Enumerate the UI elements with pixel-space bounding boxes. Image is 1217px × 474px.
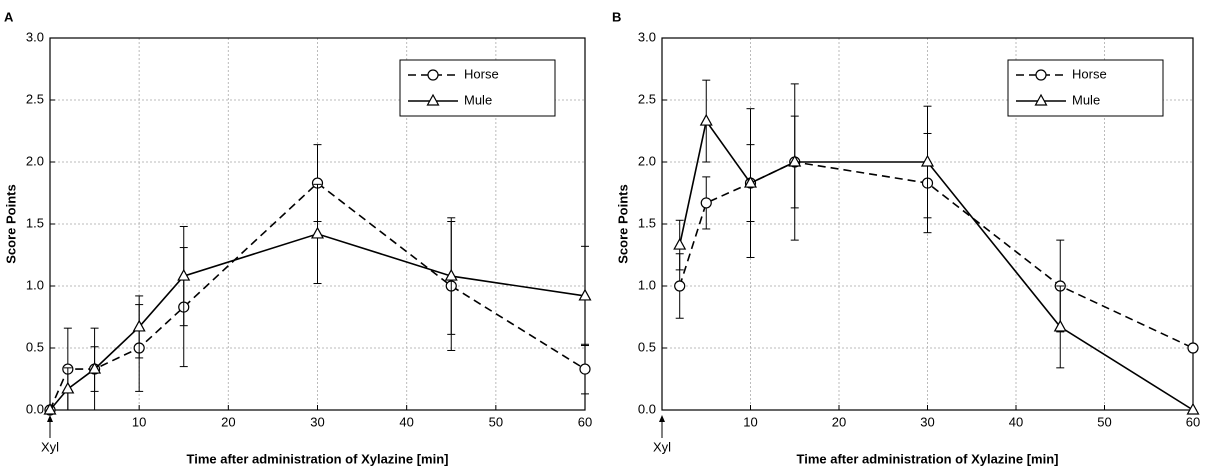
y-tick-label: 1.5 xyxy=(26,215,44,230)
y-tick-label: 0.5 xyxy=(26,339,44,354)
marker xyxy=(1034,93,1048,106)
y-tick-label: 3.0 xyxy=(638,29,656,44)
marker xyxy=(699,113,713,126)
marker xyxy=(1035,69,1047,81)
y-tick-label: 1.5 xyxy=(638,215,656,230)
marker xyxy=(578,288,592,301)
x-tick-label: 20 xyxy=(221,414,235,429)
marker xyxy=(43,402,57,415)
legend-label: Mule xyxy=(1072,92,1100,107)
legend-label: Horse xyxy=(464,66,499,81)
y-tick-label: 2.5 xyxy=(638,91,656,106)
annotation-arrowhead xyxy=(659,415,665,422)
y-tick-label: 1.0 xyxy=(638,277,656,292)
y-tick-label: 2.0 xyxy=(638,153,656,168)
legend-box xyxy=(1007,59,1164,117)
x-tick-label: 60 xyxy=(1186,414,1200,429)
series-line xyxy=(49,182,586,411)
legend-box xyxy=(399,59,556,117)
legend-label: Mule xyxy=(464,92,492,107)
panel-label: B xyxy=(612,9,621,24)
marker xyxy=(788,154,802,167)
annotation: Xyl xyxy=(41,439,59,454)
marker xyxy=(1187,342,1199,354)
y-tick-label: 0.0 xyxy=(26,401,44,416)
y-tick-label: 0.0 xyxy=(638,401,656,416)
y-tick-label: 2.0 xyxy=(26,153,44,168)
x-tick-label: 30 xyxy=(310,414,324,429)
marker xyxy=(673,237,687,250)
marker xyxy=(579,363,591,375)
legend-label: Horse xyxy=(1072,66,1107,81)
panel-label: A xyxy=(4,9,14,24)
marker xyxy=(177,268,191,281)
x-tick-label: 60 xyxy=(578,414,592,429)
x-tick-label: 10 xyxy=(743,414,757,429)
y-tick-label: 0.5 xyxy=(638,339,656,354)
plot-frame xyxy=(661,37,1194,411)
marker xyxy=(920,154,935,167)
x-tick-label: 30 xyxy=(920,414,934,429)
x-axis-label: Time after administration of Xylazine [m… xyxy=(797,451,1059,466)
y-axis-label: Score Points xyxy=(615,184,630,263)
x-tick-label: 20 xyxy=(832,414,846,429)
marker xyxy=(743,175,758,188)
plot-frame xyxy=(49,37,586,411)
x-axis-label: Time after administration of Xylazine [m… xyxy=(187,451,449,466)
marker xyxy=(427,69,439,81)
marker xyxy=(426,93,440,106)
marker xyxy=(132,319,146,332)
y-tick-label: 1.0 xyxy=(26,277,44,292)
marker xyxy=(88,361,102,374)
annotation: Xyl xyxy=(653,439,671,454)
marker xyxy=(700,197,712,209)
marker xyxy=(674,280,686,292)
x-tick-label: 50 xyxy=(489,414,503,429)
y-tick-label: 2.5 xyxy=(26,91,44,106)
marker xyxy=(310,226,325,239)
marker xyxy=(1186,402,1200,415)
series-line xyxy=(49,233,586,411)
x-tick-label: 40 xyxy=(399,414,413,429)
x-tick-label: 40 xyxy=(1009,414,1023,429)
marker xyxy=(61,381,75,394)
x-tick-label: 10 xyxy=(132,414,146,429)
annotation-arrowhead xyxy=(47,415,53,422)
marker xyxy=(444,268,458,281)
marker xyxy=(1053,319,1067,332)
y-axis-label: Score Points xyxy=(3,184,18,263)
x-tick-label: 50 xyxy=(1097,414,1111,429)
y-tick-label: 3.0 xyxy=(26,29,44,44)
